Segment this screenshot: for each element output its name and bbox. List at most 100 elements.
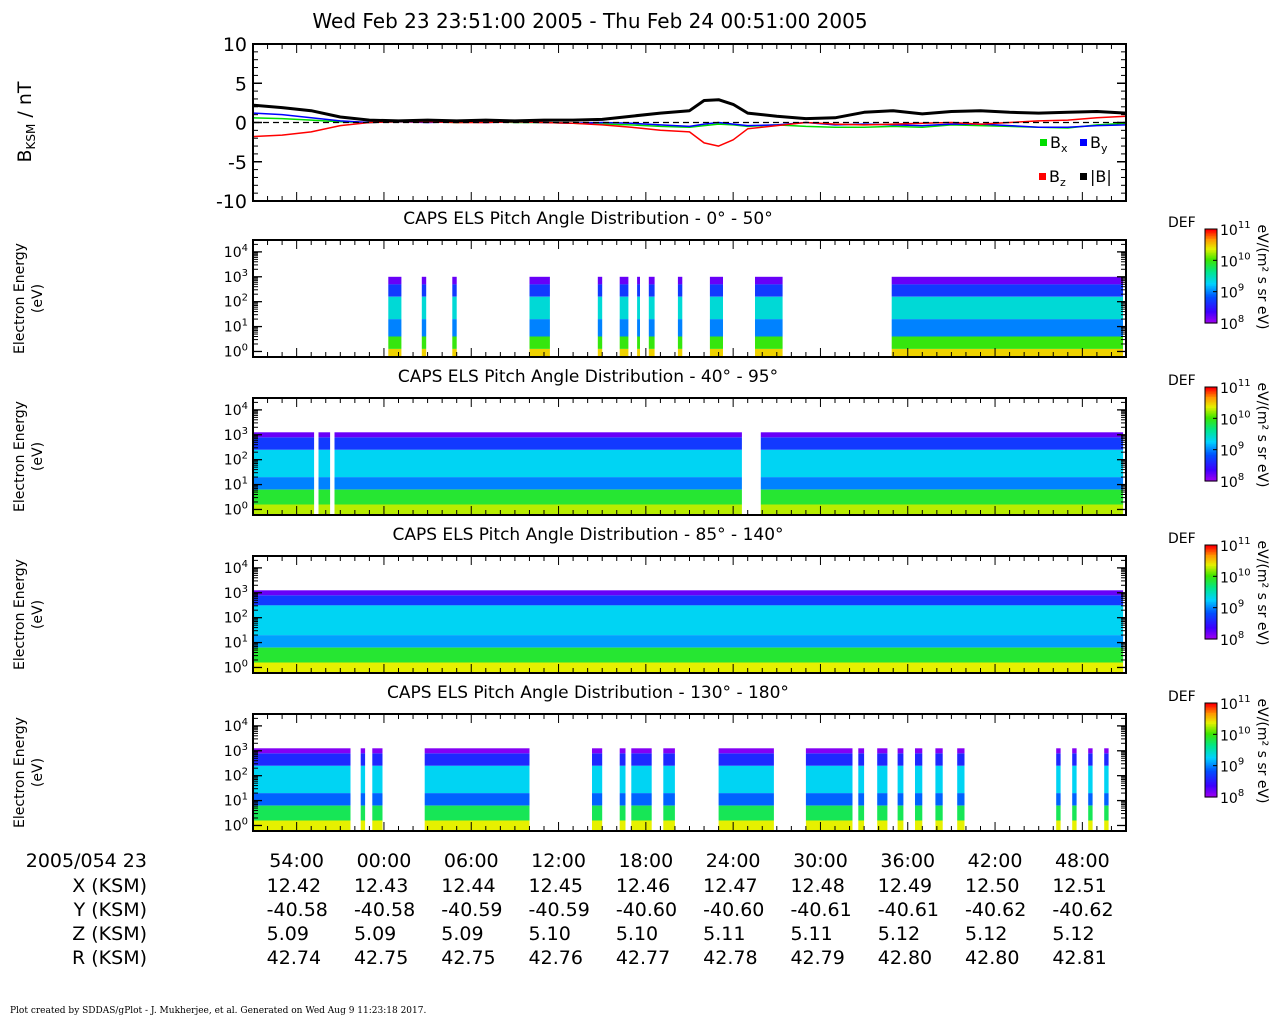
colorbar-segment xyxy=(1205,244,1217,247)
heatmap-cell xyxy=(891,319,1123,337)
colorbar-segment xyxy=(1205,407,1217,410)
colorbar-segment xyxy=(1205,302,1217,305)
heatmap-cell xyxy=(1088,805,1093,821)
colorbar-segment xyxy=(1205,279,1217,282)
colorbar-segment xyxy=(1205,232,1217,235)
heatmap-cell xyxy=(253,449,315,478)
colorbar-segment xyxy=(1205,617,1217,620)
ephemeris-value: 12.50 xyxy=(965,875,1019,897)
colorbar-segment xyxy=(1205,554,1217,557)
colorbar-segment xyxy=(1205,250,1217,254)
heatmap-cell xyxy=(318,504,331,515)
colorbar-segment xyxy=(1205,607,1217,610)
colorbar-segment xyxy=(1205,726,1217,729)
colorbar-segment xyxy=(1205,599,1217,602)
els-y-axis-unit: (eV) xyxy=(30,758,46,787)
colorbar-segment xyxy=(1205,236,1217,239)
heatmap-cell xyxy=(334,432,742,438)
colorbar-segment xyxy=(1205,388,1217,391)
heatmap-cell xyxy=(253,820,351,831)
heatmap-cell xyxy=(452,296,457,320)
els-y-axis-label: Electron Energy xyxy=(12,559,28,670)
heatmap-cell xyxy=(718,765,774,794)
by-legend-label: By xyxy=(1090,133,1108,155)
colorbar-segment xyxy=(1205,430,1217,434)
ephemeris-value: 42.77 xyxy=(616,947,670,969)
heatmap-cell xyxy=(424,820,530,831)
ephemeris-time-label: 30:00 xyxy=(793,850,848,872)
heatmap-cell xyxy=(957,820,965,831)
mag-y-axis-label: BKSM / nT xyxy=(14,81,38,162)
colorbar-segment xyxy=(1205,603,1217,606)
colorbar-segment xyxy=(1205,612,1217,615)
colorbar-segment xyxy=(1205,427,1217,430)
heatmap-cell xyxy=(1072,820,1077,831)
heatmap-cell xyxy=(388,319,402,337)
heatmap-cell xyxy=(935,765,943,794)
heatmap-cell xyxy=(709,336,723,349)
mag-x-ticks xyxy=(252,44,1127,201)
heatmap-cell xyxy=(718,793,774,806)
heatmap-cell xyxy=(253,477,315,490)
ephemeris-time-labels: 54:00 00:00 06:00 12:00 18:00 24:00 30:00 36:00… xyxy=(269,850,1109,872)
els-y-axis-unit: (eV) xyxy=(30,284,46,313)
heatmap-cell xyxy=(755,276,783,285)
colorbar-segment xyxy=(1205,562,1217,565)
heatmap-cell xyxy=(718,805,774,821)
heatmap-cell xyxy=(677,319,683,337)
colorbar-segment xyxy=(1205,579,1217,582)
colorbar-segment xyxy=(1205,266,1217,269)
colorbar-segment xyxy=(1205,316,1217,319)
heatmap-cell xyxy=(424,805,530,821)
els-panel-frame xyxy=(252,713,1127,832)
colorbar-segment xyxy=(1205,710,1217,713)
colorbar-segment xyxy=(1205,235,1217,238)
els-y-axis-label: Electron Energy xyxy=(12,717,28,828)
ephemeris-value: -40.60 xyxy=(616,899,677,921)
colorbar-segment xyxy=(1205,416,1217,419)
heatmap-cell xyxy=(592,753,603,766)
b-total-series-line xyxy=(252,98,1127,123)
heatmap-cell xyxy=(915,765,923,794)
heatmap-cell xyxy=(597,336,603,349)
colorbar-segment xyxy=(1205,577,1217,581)
heatmap-cell xyxy=(891,336,1123,349)
colorbar-segment xyxy=(1205,551,1217,554)
heatmap-cell xyxy=(334,504,742,515)
heatmap-cell xyxy=(677,284,683,297)
heatmap-cell xyxy=(372,765,383,794)
colorbar-segment xyxy=(1205,707,1217,710)
colorbar-segment xyxy=(1205,559,1217,562)
colorbar-segment xyxy=(1205,271,1217,274)
colorbar-segment xyxy=(1205,446,1217,449)
heatmap-cell xyxy=(372,748,383,754)
heatmap-cell xyxy=(253,765,351,794)
ephemeris-value: 5.11 xyxy=(790,923,832,945)
colorbar-tick-label: 109 xyxy=(1220,441,1244,460)
els-y-tick-label: 103 xyxy=(224,268,248,286)
colorbar-segment xyxy=(1205,595,1217,598)
ephemeris-value: 12.44 xyxy=(441,875,495,897)
heatmap-cell xyxy=(805,805,853,821)
mag-y-tick-label: -10 xyxy=(216,191,247,213)
heatmap-cell xyxy=(318,477,331,490)
els-x-ticks xyxy=(252,556,1127,673)
heatmap-cell xyxy=(858,765,865,794)
heatmap-cell xyxy=(805,793,853,806)
heatmap-cell xyxy=(1056,793,1061,806)
heatmap-cell xyxy=(631,793,652,806)
colorbar-segment xyxy=(1205,471,1217,474)
colorbar-segment xyxy=(1205,277,1217,280)
colorbar-tick-label: 1011 xyxy=(1220,536,1251,555)
heatmap-cell xyxy=(424,765,530,794)
ephemeris-value: -40.58 xyxy=(354,899,415,921)
heatmap-cell xyxy=(897,793,904,806)
heatmap-cell xyxy=(592,793,603,806)
colorbar-title: DEF xyxy=(1168,373,1196,389)
colorbar-segment xyxy=(1205,476,1217,479)
els-y-tick-label: 100 xyxy=(224,658,248,676)
heatmap-cell xyxy=(388,349,402,357)
els-y-tick-label: 104 xyxy=(224,401,248,419)
colorbar-tick-label: 109 xyxy=(1220,757,1244,776)
colorbar-segment xyxy=(1205,775,1217,778)
